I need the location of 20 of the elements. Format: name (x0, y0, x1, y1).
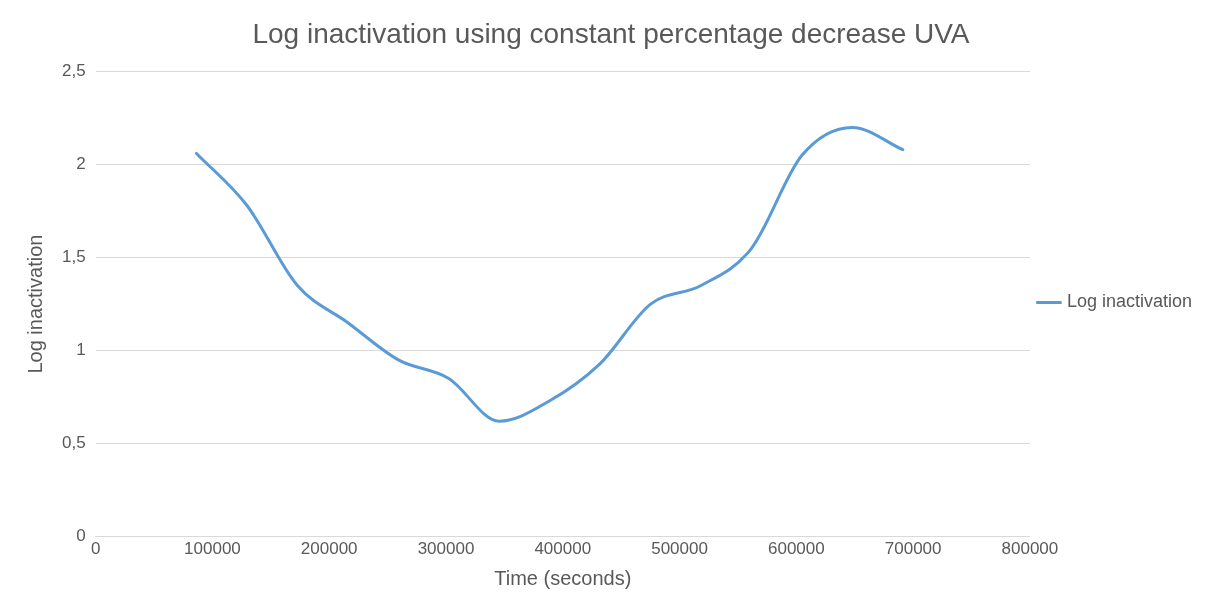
x-axis-title: Time (seconds) (494, 566, 632, 589)
y-tick-label: 1 (76, 340, 86, 360)
x-tick-label: 300000 (417, 539, 475, 559)
x-tick-label: 400000 (534, 539, 592, 559)
x-tick-label: 500000 (651, 539, 708, 559)
chart-title: Log inactivation using constant percentage decrease UVA (252, 17, 970, 49)
y-tick-label: 2 (76, 154, 86, 174)
x-tick-label: 200000 (300, 539, 358, 559)
y-tick-label: 0,5 (61, 433, 86, 453)
y-tick-label: 0 (76, 526, 86, 546)
x-tick-label: 700000 (884, 539, 942, 559)
line-series (195, 125, 905, 423)
x-tick-label: 0 (90, 539, 101, 559)
legend-label: Log inactivation (1066, 291, 1193, 312)
y-tick-label: 2,5 (61, 61, 86, 81)
y-axis-title: Log inactivation (23, 234, 46, 374)
y-tick-label: 1,5 (61, 247, 86, 267)
x-tick-label: 800000 (1001, 539, 1059, 559)
x-tick-label: 100000 (184, 539, 241, 559)
x-tick-label: 600000 (767, 539, 825, 559)
